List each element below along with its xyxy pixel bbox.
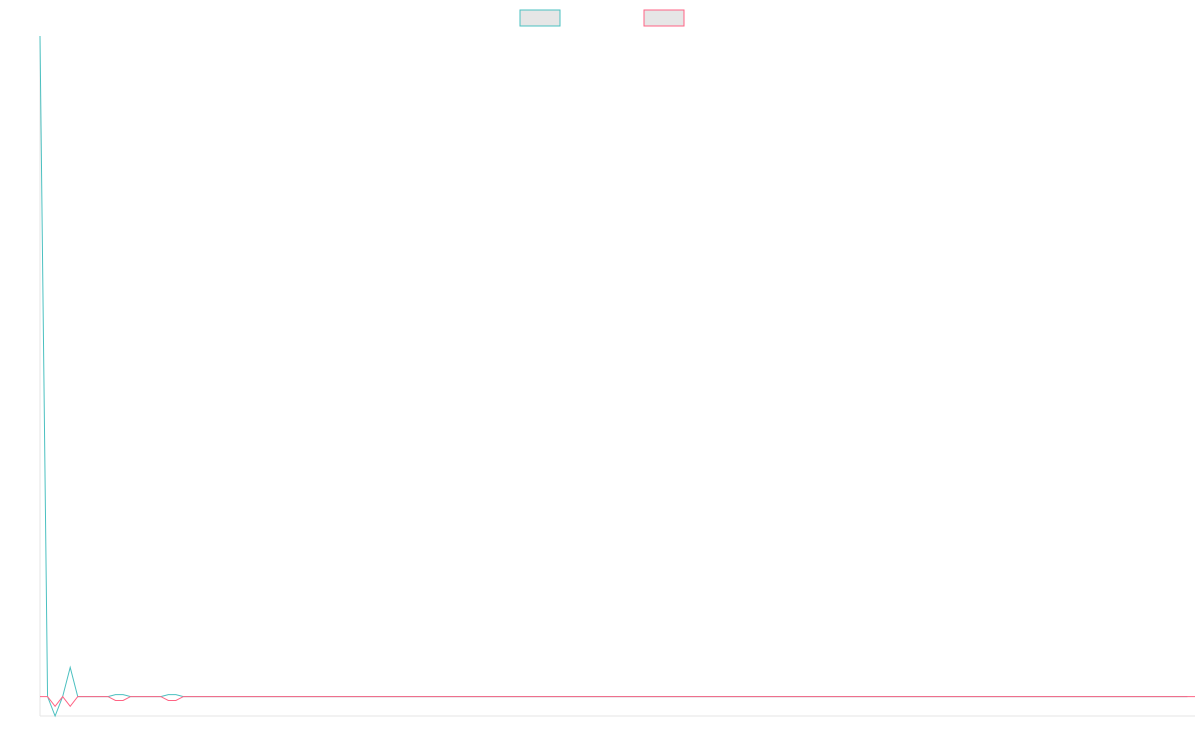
legend-swatch-1	[519, 9, 561, 27]
series-layer	[39, 35, 1195, 718]
series-line-2	[40, 695, 1195, 708]
legend	[519, 9, 685, 27]
legend-swatch-2	[643, 9, 685, 27]
series-line-1	[39, 35, 1188, 718]
axes	[39, 36, 1195, 717]
